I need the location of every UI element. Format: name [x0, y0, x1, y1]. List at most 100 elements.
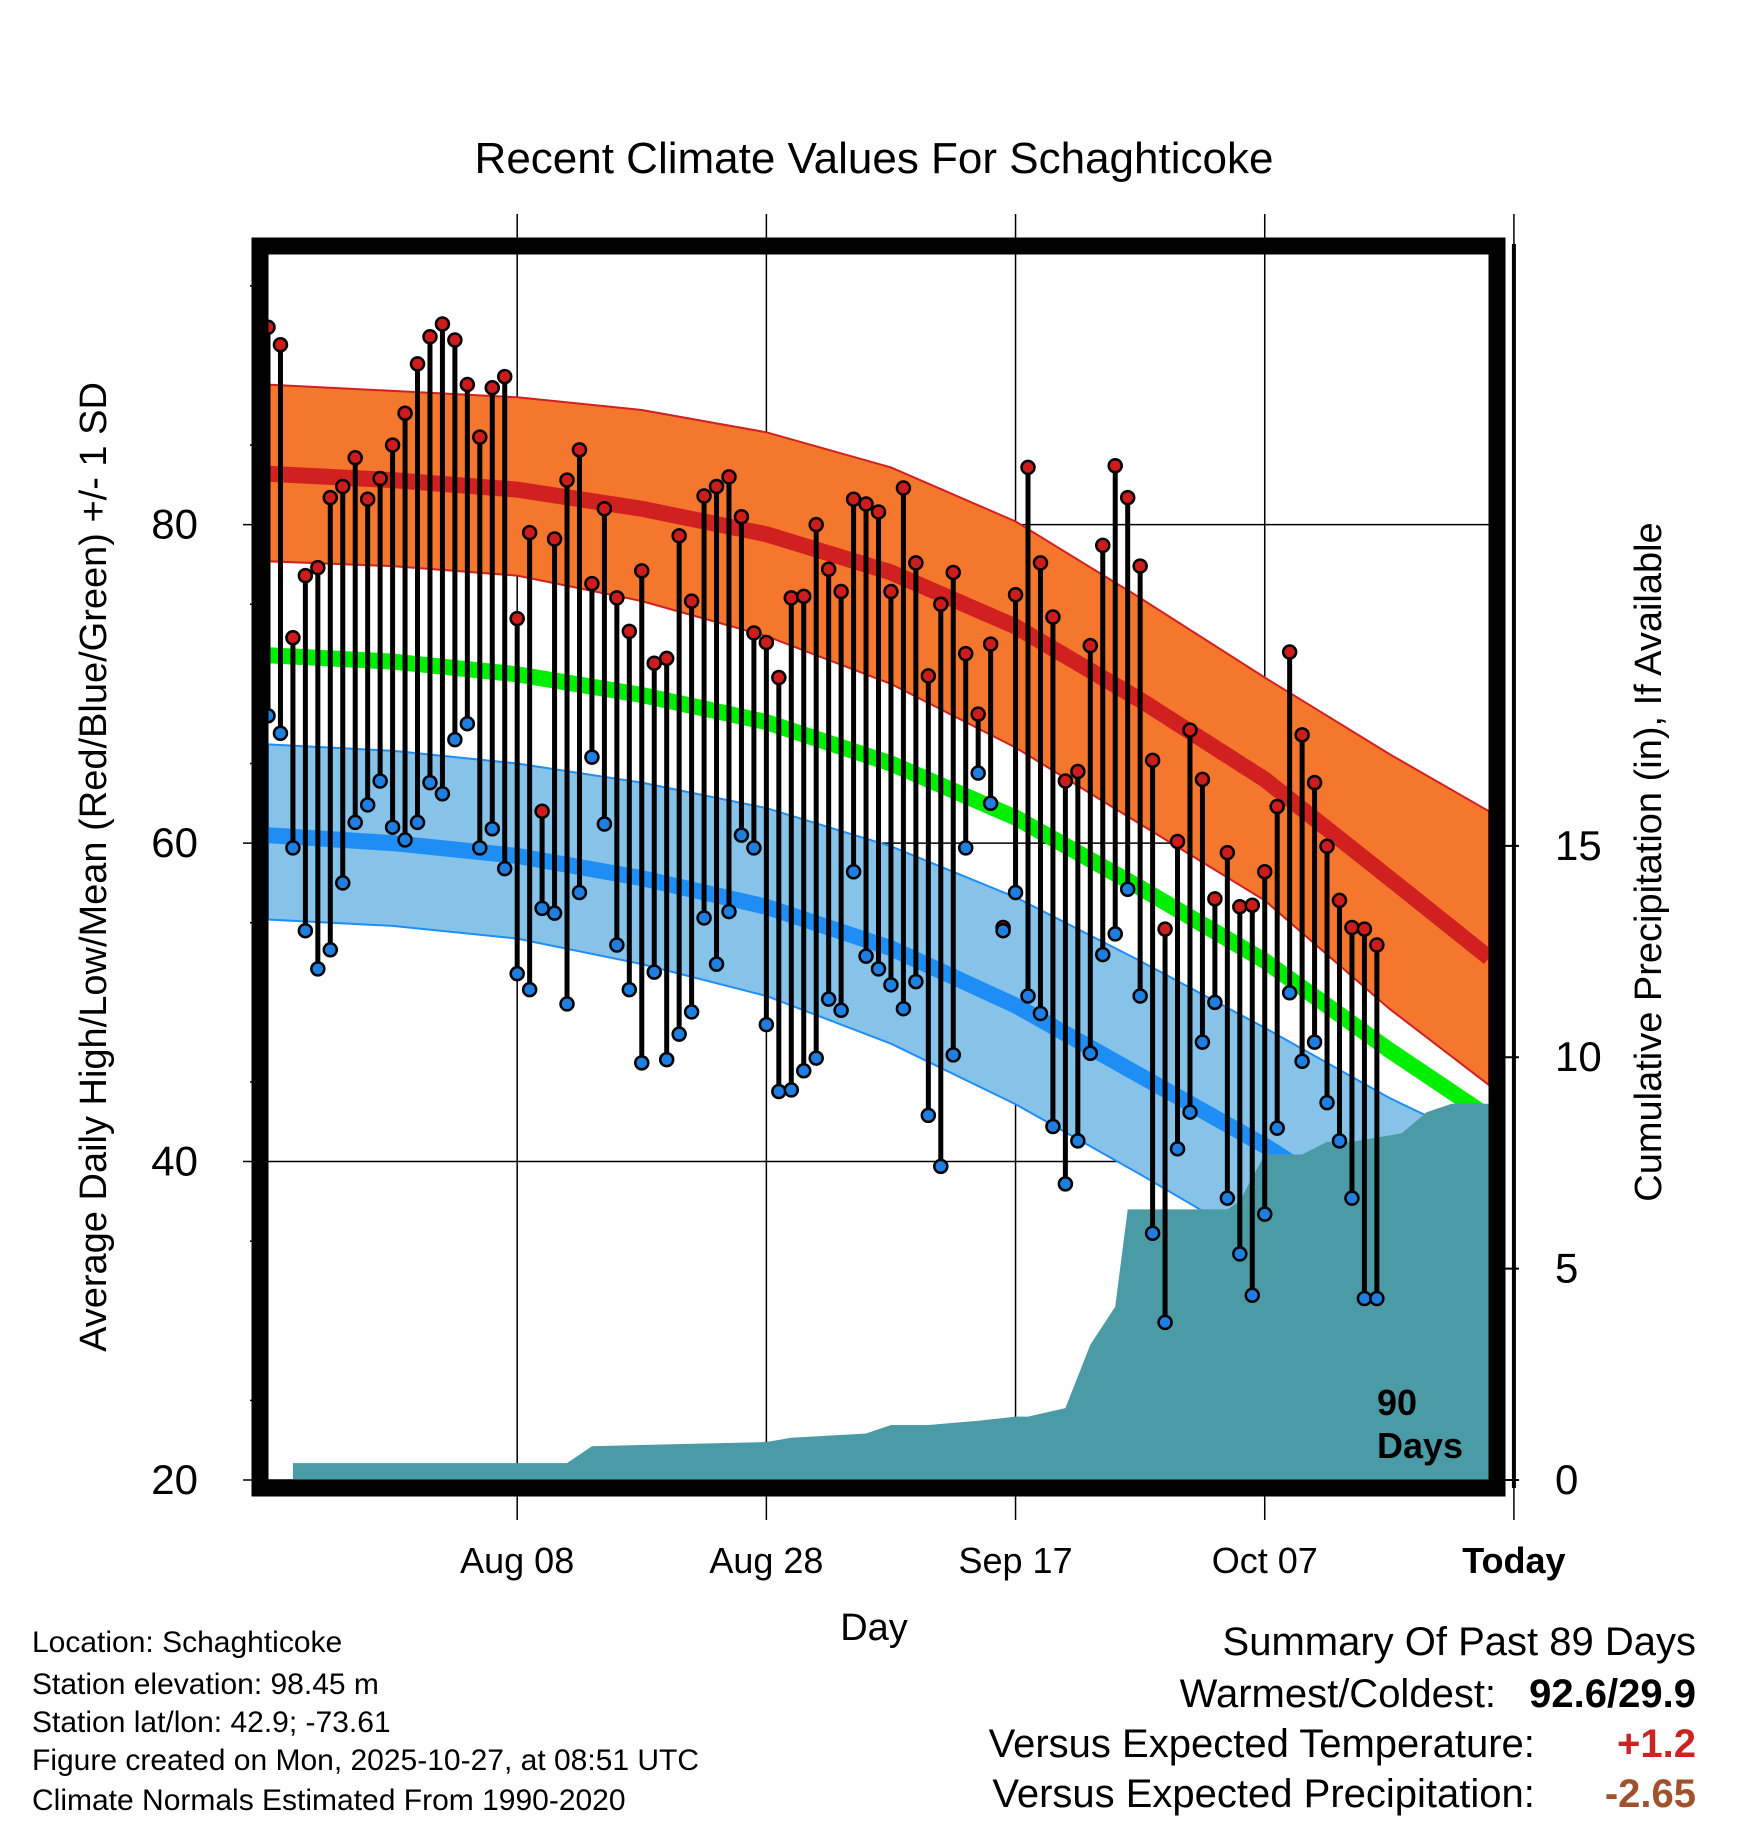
y2-tick-label: 10	[1555, 1033, 1602, 1080]
daily-low-point	[1369, 1290, 1385, 1307]
daily-low-point	[1107, 926, 1123, 942]
daily-low-point	[671, 1026, 687, 1042]
daily-high-point	[584, 575, 600, 592]
daily-high-point	[1144, 752, 1161, 769]
daily-low-point	[384, 819, 401, 835]
summary-heading: Summary Of Past 89 Days	[1222, 1620, 1696, 1664]
daily-high-point	[733, 508, 750, 525]
daily-low-point	[322, 942, 339, 958]
daily-high-point	[933, 596, 949, 613]
high-normal-line	[267, 465, 1494, 965]
daily-low-point	[1007, 884, 1024, 901]
y-axis-label: Average Daily High/Low/Mean (Red/Blue/Gr…	[73, 382, 115, 1352]
daily-low-point	[285, 840, 301, 856]
daily-low-point	[833, 1002, 849, 1019]
daily-low-point	[1132, 988, 1148, 1004]
daily-high-point	[1082, 637, 1099, 654]
daily-low-point	[733, 827, 750, 843]
daily-low-point	[1331, 1133, 1348, 1149]
daily-low-point	[970, 765, 986, 781]
daily-low-point	[646, 964, 662, 980]
daily-high-point	[1157, 921, 1173, 937]
daily-low-point	[1045, 1118, 1061, 1135]
y2-tick-label: 0	[1555, 1456, 1578, 1503]
daily-low-point	[1182, 1104, 1198, 1120]
footer-created: Figure created on Mon, 2025-10-27, at 08…	[32, 1744, 700, 1777]
daily-low-point	[808, 1050, 824, 1066]
y-tick-label: 60	[151, 819, 198, 866]
daily-high-point	[1331, 892, 1348, 909]
daily-high-point	[1020, 459, 1036, 476]
daily-bars	[265, 324, 1380, 1323]
daily-high-point	[1057, 773, 1074, 789]
daily-high-point	[1045, 609, 1061, 625]
daily-high-point	[895, 480, 912, 496]
daily-low-point	[609, 937, 625, 953]
daily-low-point	[933, 1158, 949, 1175]
daily-high-point	[671, 528, 687, 544]
daily-low-point	[870, 961, 887, 977]
daily-low-point	[297, 922, 314, 939]
daily-high-point	[634, 563, 650, 579]
daily-high-point	[771, 669, 787, 686]
daily-high-point	[1294, 727, 1310, 743]
daily-low-point	[721, 903, 737, 920]
daily-low-point	[596, 816, 613, 832]
daily-high-point	[596, 501, 613, 517]
daily-low-point	[1306, 1034, 1323, 1050]
daily-high-point	[945, 564, 962, 581]
daily-low-point	[1082, 1045, 1099, 1062]
daily-low-point	[447, 731, 463, 748]
daily-low-point	[521, 981, 538, 998]
daily-low-point	[372, 773, 388, 789]
daily-high-point	[335, 478, 351, 495]
summary-precip: Versus Expected Precipitation: -2.65	[992, 1772, 1696, 1817]
summary-temp: Versus Expected Temperature: +1.2	[989, 1722, 1696, 1767]
daily-high-point	[957, 645, 974, 662]
daily-high-point	[1306, 774, 1323, 791]
daily-low-point	[1194, 1034, 1211, 1050]
y2-axis-label: Cumulative Precipitation (in), If Availa…	[1628, 522, 1670, 1201]
y2-tick-label: 5	[1555, 1245, 1578, 1292]
daily-high-point	[808, 516, 824, 533]
daily-low-point	[1344, 1190, 1360, 1206]
daily-high-point	[621, 623, 638, 640]
daily-low-point	[908, 973, 924, 990]
y-tick-label: 80	[151, 501, 198, 548]
daily-high-point	[285, 629, 301, 646]
plot-frame	[251, 237, 1506, 1497]
daily-low-point	[397, 832, 413, 848]
summary-warm-cold: Warmest/Coldest: 92.6/29.9	[1180, 1672, 1696, 1717]
daily-high-point	[1244, 897, 1261, 913]
summary-temp-value: +1.2	[1617, 1722, 1696, 1766]
daily-low-point	[883, 977, 899, 993]
daily-high-point	[359, 491, 376, 507]
daily-low-point	[559, 996, 575, 1012]
summary-warm-cold-value: 92.6/29.9	[1529, 1672, 1696, 1716]
daily-high-point	[571, 442, 588, 458]
daily-high-point	[1169, 833, 1186, 850]
daily-high-point	[820, 561, 837, 578]
daily-low-point	[434, 786, 451, 802]
daily-low-point	[945, 1047, 962, 1063]
daily-high-point	[434, 316, 451, 332]
daily-low-point	[634, 1055, 650, 1071]
daily-high-point	[1182, 722, 1198, 738]
daily-high-point	[683, 593, 700, 609]
daily-low-point	[1057, 1176, 1074, 1192]
daily-high-point	[1132, 558, 1148, 574]
daily-high-point	[1232, 899, 1248, 915]
daily-high-point	[1194, 771, 1211, 788]
daily-high-point	[758, 634, 775, 651]
daily-low-point	[795, 1063, 812, 1079]
daily-low-point	[1232, 1246, 1248, 1262]
daily-low-point	[758, 1016, 775, 1033]
daily-low-point	[1144, 1225, 1161, 1241]
footer-latlon: Station lat/lon: 42.9; -73.61	[32, 1706, 391, 1739]
summary-precip-value: -2.65	[1604, 1772, 1696, 1816]
daily-high-point	[1356, 921, 1373, 937]
daily-low-point	[584, 749, 600, 765]
daily-high-point	[422, 329, 438, 345]
daily-low-point	[708, 956, 725, 972]
daily-low-point	[1219, 1190, 1236, 1206]
